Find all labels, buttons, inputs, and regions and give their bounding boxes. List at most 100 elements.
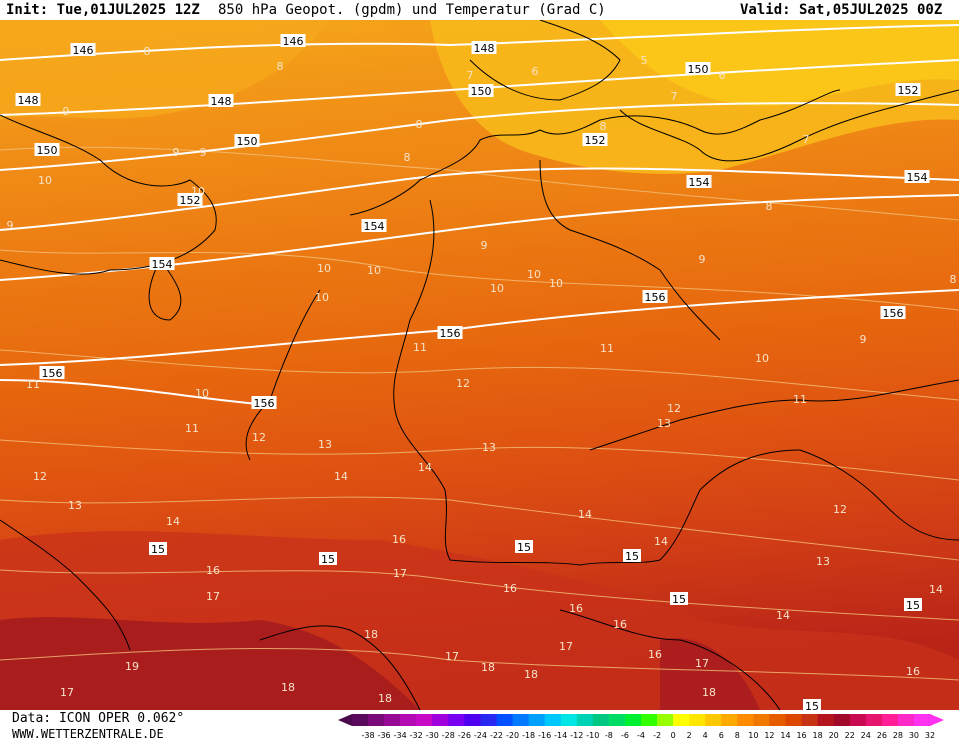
svg-text:148: 148	[474, 42, 495, 55]
svg-text:17: 17	[60, 686, 74, 699]
svg-text:150: 150	[37, 144, 58, 157]
svg-text:10: 10	[315, 291, 329, 304]
svg-text:10: 10	[490, 282, 504, 295]
svg-text:18: 18	[702, 686, 716, 699]
svg-text:156: 156	[440, 327, 461, 340]
svg-text:16: 16	[648, 648, 662, 661]
legend-tick-label: -22	[490, 731, 503, 740]
temperature-label: 14	[578, 508, 592, 521]
svg-text:12: 12	[667, 402, 681, 415]
temperature-label: 12	[456, 377, 470, 390]
temperature-label: 9	[63, 105, 70, 118]
geopotential-label: 15	[904, 598, 922, 612]
svg-text:154: 154	[152, 258, 173, 271]
svg-text:13: 13	[816, 555, 830, 568]
temperature-labels: 8 8 9 9 9 8 8 7 6 5 6 7 8 7 8 9 9 9 10 10 10 10 10 10 10 10 10 9 8 11…	[7, 45, 957, 705]
svg-text:9: 9	[63, 105, 70, 118]
temperature-label: 7	[803, 133, 810, 146]
svg-text:6: 6	[532, 65, 539, 78]
legend-swatch	[913, 714, 931, 726]
temperature-label: 10	[527, 268, 541, 281]
svg-text:17: 17	[393, 567, 407, 580]
legend-tick-label: -12	[570, 731, 583, 740]
geopotential-label: 156	[880, 306, 906, 320]
geopotential-label: 148	[15, 93, 41, 107]
temperature-label: 19	[125, 660, 139, 673]
svg-text:146: 146	[283, 35, 304, 48]
svg-text:17: 17	[559, 640, 573, 653]
legend-tick-label: -10	[586, 731, 599, 740]
svg-text:18: 18	[378, 692, 392, 705]
svg-text:9: 9	[860, 333, 867, 346]
svg-text:11: 11	[185, 422, 199, 435]
legend-right-arrow	[930, 714, 944, 726]
svg-text:7: 7	[803, 133, 810, 146]
footer-bar: Data: ICON OPER 0.062° WWW.WETTERZENTRAL…	[0, 710, 959, 741]
temperature-label: 10	[549, 277, 563, 290]
geopotential-label: 156	[642, 290, 668, 304]
legend-swatch	[705, 714, 722, 726]
legend-swatch	[352, 714, 369, 726]
legend-swatch	[464, 714, 481, 726]
temperature-label: 13	[318, 438, 332, 451]
header-bar: Init: Tue,01JUL2025 12Z 850 hPa Geopot. …	[0, 0, 959, 20]
temperature-label: 8	[144, 45, 151, 58]
legend-swatch	[368, 714, 385, 726]
svg-text:152: 152	[180, 194, 201, 207]
legend-swatch	[641, 714, 658, 726]
temperature-legend: -38 -36 -34 -32 -30 -28 -26 -24 -22 -20 -18 -16 -14-…	[338, 714, 944, 740]
svg-text:12: 12	[456, 377, 470, 390]
legend-swatch	[785, 714, 803, 726]
hot-region-italy	[660, 638, 760, 710]
temperature-label: 13	[657, 417, 671, 430]
geopotential-label: 150	[34, 143, 60, 157]
geopotential-label: 15	[623, 549, 641, 563]
legend-tick-label: 32	[925, 731, 935, 740]
svg-text:14: 14	[654, 535, 668, 548]
svg-text:14: 14	[418, 461, 432, 474]
data-source: Data: ICON OPER 0.062°	[12, 711, 185, 726]
website-link[interactable]: WWW.WETTERZENTRALE.DE	[12, 727, 164, 741]
svg-text:9: 9	[173, 146, 180, 159]
legend-tick-label: 26	[877, 731, 887, 740]
legend-tick-label: -26	[458, 731, 471, 740]
isotherm-lines	[0, 146, 959, 681]
legend-tick-label: 0	[671, 731, 676, 740]
legend-swatch	[512, 714, 530, 726]
legend-swatch	[528, 714, 546, 726]
temperature-label: 13	[68, 499, 82, 512]
svg-text:148: 148	[18, 94, 39, 107]
legend-tick-label: 8	[735, 731, 740, 740]
svg-text:14: 14	[776, 609, 790, 622]
temperature-label: 14	[776, 609, 790, 622]
legend-tick-label: 2	[687, 731, 692, 740]
svg-text:152: 152	[585, 134, 606, 147]
legend-tick-label: 16	[796, 731, 806, 740]
geopotential-label: 150	[685, 62, 711, 76]
temperature-label: 6	[719, 69, 726, 82]
legend-swatch	[592, 714, 610, 726]
temperature-label: 16	[613, 618, 627, 631]
svg-text:14: 14	[929, 583, 943, 596]
legend-swatch	[897, 714, 915, 726]
legend-swatch	[689, 714, 706, 726]
svg-text:13: 13	[318, 438, 332, 451]
temperature-label: 17	[695, 657, 709, 670]
temperature-label: 11	[185, 422, 199, 435]
temperature-label: 18	[524, 668, 538, 681]
temperature-label: 14	[334, 470, 348, 483]
temperature-label: 9	[860, 333, 867, 346]
geopotential-label: 146	[70, 43, 96, 57]
legend-swatch	[608, 714, 626, 726]
map-title: 850 hPa Geopot. (gpdm) und Temperatur (G…	[218, 2, 606, 18]
legend-tick-label: 18	[813, 731, 823, 740]
svg-text:10: 10	[195, 387, 209, 400]
svg-text:16: 16	[906, 665, 920, 678]
legend-swatch	[673, 714, 690, 726]
geopotential-label: 148	[208, 94, 234, 108]
legend-swatch	[560, 714, 578, 726]
temperature-label: 16	[906, 665, 920, 678]
temperature-label: 8	[950, 273, 957, 286]
svg-text:15: 15	[805, 700, 819, 710]
